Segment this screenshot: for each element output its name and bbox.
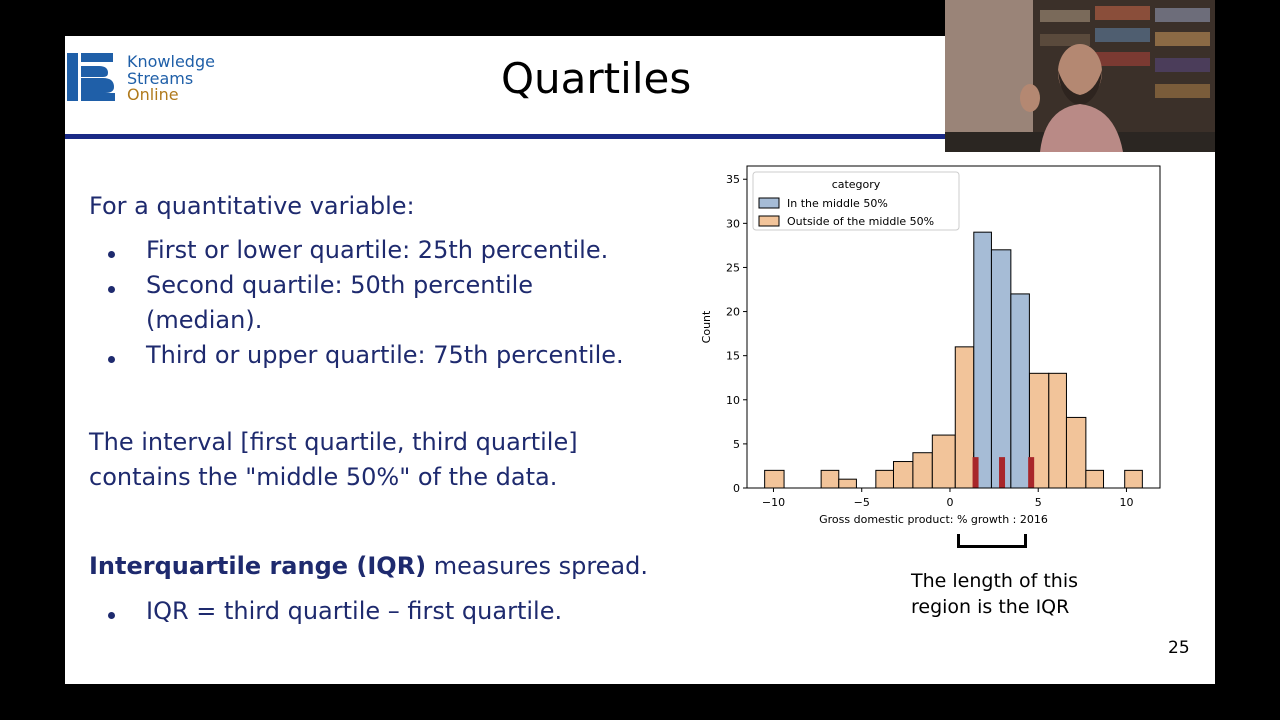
logo-line-online: Online: [127, 85, 179, 104]
bullet-dot: [108, 251, 115, 258]
outside-50-bar: [764, 469, 785, 489]
outside-50-bar: [875, 469, 894, 489]
bullet-second-quartile: Second quartile: 50th percentile: [146, 271, 534, 299]
logo-line-streams: Streams: [127, 68, 194, 88]
y-tick-label: 5: [733, 438, 740, 451]
iqr-bracket: [957, 534, 1027, 548]
outside-50-bar: [1124, 469, 1143, 489]
middle-50-bar: [1010, 293, 1030, 489]
y-tick-label: 20: [726, 306, 740, 319]
iqr-formula: IQR = third quartile – first quartile.: [146, 597, 563, 625]
bullet-first-quartile: First or lower quartile: 25th percentile…: [146, 236, 609, 264]
iqr-statement: Interquartile range (IQR) measures sprea…: [89, 549, 648, 584]
iqr-statement-rest: measures spread.: [426, 552, 648, 580]
presenter-webcam: [945, 0, 1215, 152]
middle-50-bar: [990, 249, 1012, 489]
outside-50-bar: [820, 469, 840, 489]
presenter-video-frame: [945, 0, 1215, 152]
bullet-dot: [108, 356, 115, 363]
bullet-second-quartile-cont: (median).: [146, 306, 263, 334]
y-tick-label: 0: [733, 482, 740, 495]
outside-50-bar: [1065, 416, 1087, 489]
knowledge-streams-logo: Knowledge Streams Online: [67, 53, 227, 105]
iqr-note-line1: The length of this: [911, 570, 1079, 592]
interval-text-line2: contains the "middle 50%" of the data.: [89, 463, 558, 491]
page-number: 25: [1168, 638, 1190, 658]
legend-box: [752, 171, 960, 231]
y-tick-label: 10: [726, 394, 740, 407]
quartile-marker: [999, 457, 1006, 488]
outside-50-bar: [1048, 372, 1067, 489]
iqr-note-line2: region is the IQR: [911, 596, 1070, 618]
y-tick-label: 15: [726, 350, 740, 363]
outside-50-bar: [954, 346, 975, 489]
iqr-bold-term: Interquartile range (IQR): [89, 552, 427, 580]
slide-title: Quartiles: [501, 54, 692, 103]
intro-text: For a quantitative variable:: [89, 192, 415, 220]
outside-50-bar: [1085, 469, 1105, 489]
bullet-third-quartile: Third or upper quartile: 75th percentile…: [146, 341, 624, 369]
bullet-dot: [108, 286, 115, 293]
plot-frame: [746, 165, 1161, 489]
x-tick-label: −10: [762, 496, 785, 509]
quartile-marker: [1028, 457, 1035, 488]
legend-label: In the middle 50%: [787, 197, 888, 210]
histogram-chart: 0 5 10 15 20 25 30 35 −10 −5 0 5 10 Gross domestic pr…: [700, 165, 1161, 526]
quartile-marker: [972, 457, 979, 488]
middle-50-bar: [973, 231, 992, 489]
logo-line-knowledge: Knowledge: [127, 52, 215, 71]
y-tick-label: 30: [726, 217, 740, 230]
interval-text-line1: The interval [first quartile, third quar…: [89, 428, 578, 456]
x-tick-label: −5: [854, 496, 870, 509]
legend-label: Outside of the middle 50%: [787, 215, 934, 228]
bullet-dot: [108, 612, 115, 619]
x-tick-label: 5: [1035, 496, 1042, 509]
x-tick-label: 0: [946, 496, 953, 509]
y-axis-label: Count: [700, 310, 713, 343]
x-tick-label: 10: [1119, 496, 1133, 509]
x-axis-label: Gross domestic product: % growth : 2016: [819, 513, 1048, 526]
outside-50-bar: [912, 452, 933, 489]
iqr-note: The length of this region is the IQR: [911, 568, 1078, 620]
outside-50-bar: [892, 461, 914, 489]
outside-50-bar: [931, 434, 956, 489]
title-rule: [65, 134, 1215, 139]
legend-swatch: [758, 197, 780, 209]
outside-50-bar: [838, 478, 857, 489]
logo-mark-icon: [67, 53, 115, 101]
y-tick-label: 25: [726, 261, 740, 274]
y-tick-label: 35: [726, 173, 740, 186]
legend-swatch: [758, 215, 780, 227]
legend-title: category: [832, 178, 881, 191]
logo-text: Knowledge Streams Online: [127, 52, 215, 104]
